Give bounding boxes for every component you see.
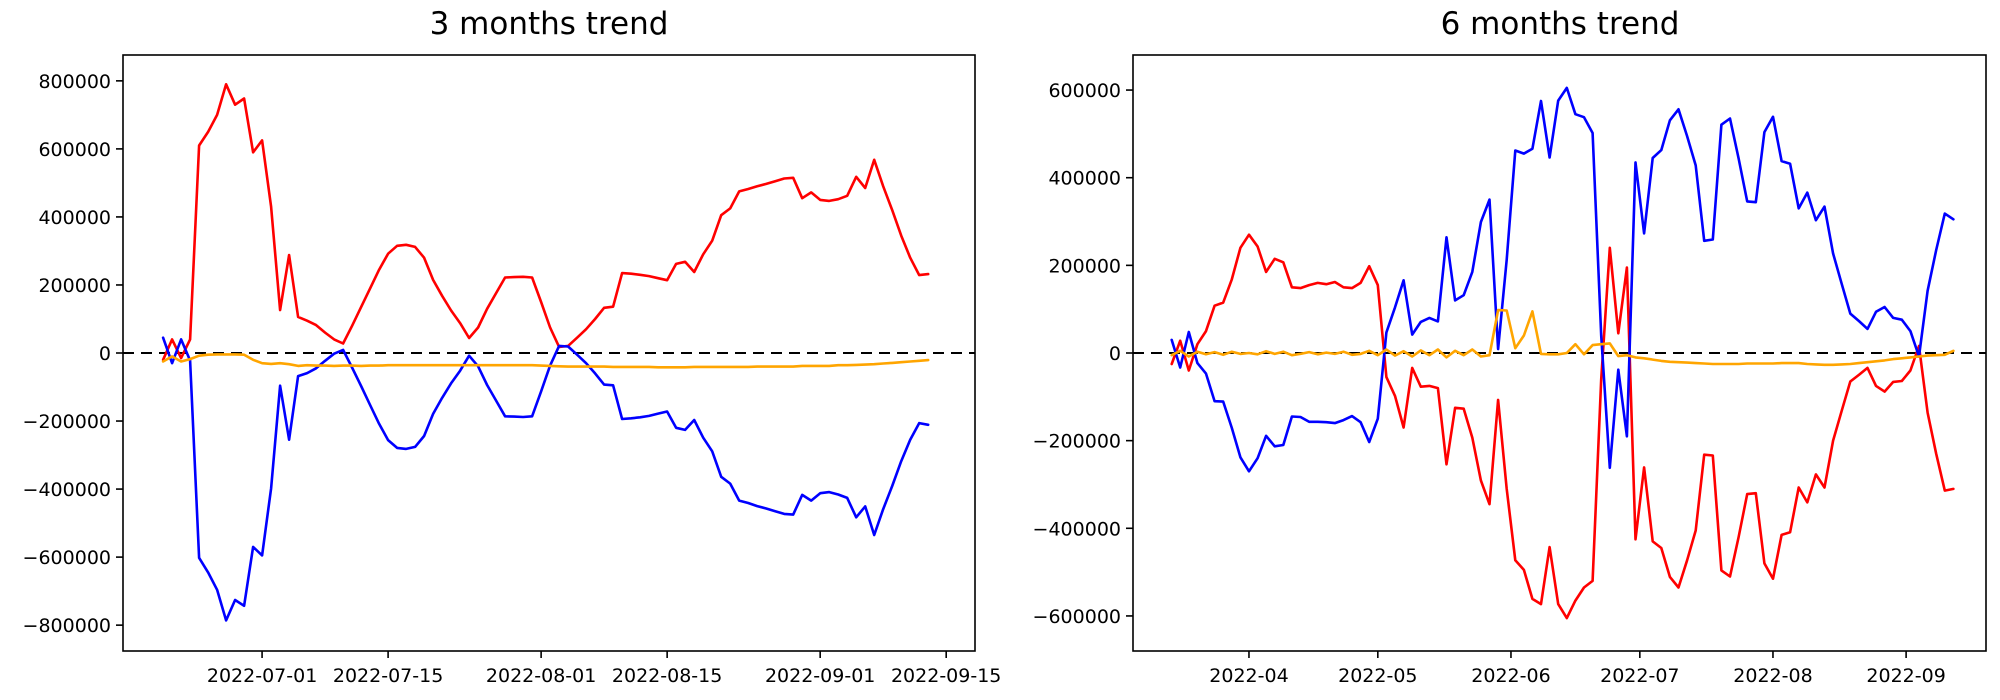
y-tick-label: 400000 bbox=[1048, 168, 1121, 190]
x-tick-label: 2022-04 bbox=[1209, 665, 1288, 687]
y-tick-label: −800000 bbox=[23, 615, 111, 637]
series-blue-line bbox=[161, 336, 930, 622]
y-tick-label: 600000 bbox=[1048, 80, 1121, 102]
x-tick-label: 2022-05 bbox=[1338, 665, 1417, 687]
series-orange-line bbox=[161, 353, 930, 369]
y-tick-label: −400000 bbox=[23, 479, 111, 501]
y-tick-label: 0 bbox=[99, 343, 111, 365]
chart-6-months: 600000 400000 200000 0 −200000 −400000 −600000… bbox=[1033, 54, 1987, 687]
x-tick-label: 2022-09-01 bbox=[765, 665, 875, 687]
x-tick-label: 2022-08-01 bbox=[486, 665, 596, 687]
y-tick-label: 200000 bbox=[1048, 255, 1121, 277]
y-tick-label: 400000 bbox=[38, 207, 111, 229]
x-tick-label: 2022-09 bbox=[1866, 665, 1945, 687]
y-tick-label: 600000 bbox=[38, 139, 111, 161]
y-tick-label: −600000 bbox=[1033, 606, 1121, 628]
y-tick-label: −400000 bbox=[1033, 518, 1121, 540]
x-tick-label: 2022-07-15 bbox=[333, 665, 443, 687]
y-tick-label: 0 bbox=[1109, 343, 1121, 365]
y-tick-label: −200000 bbox=[1033, 431, 1121, 453]
chart-title-3-months: 3 months trend bbox=[429, 6, 669, 42]
x-tick-label: 2022-07-01 bbox=[207, 665, 317, 687]
x-tick-label: 2022-09-15 bbox=[891, 665, 1001, 687]
chart-3-months: 800000 600000 400000 200000 0 −200000 −400000 −… bbox=[23, 54, 1001, 687]
y-tick-label: 200000 bbox=[38, 275, 111, 297]
series-orange-line bbox=[1170, 308, 1955, 367]
series-blue-line bbox=[1170, 86, 1955, 473]
chart-title-6-months: 6 months trend bbox=[1440, 6, 1680, 42]
x-tick-label: 2022-08-15 bbox=[612, 665, 722, 687]
y-tick-label: −200000 bbox=[23, 411, 111, 433]
x-tick-label: 2022-08 bbox=[1733, 665, 1812, 687]
y-tick-label: −600000 bbox=[23, 547, 111, 569]
series-red-line bbox=[161, 83, 930, 362]
series-red-line bbox=[1170, 233, 1955, 620]
x-tick-label: 2022-06 bbox=[1471, 665, 1550, 687]
x-tick-label: 2022-07 bbox=[1600, 665, 1679, 687]
y-tick-label: 800000 bbox=[38, 71, 111, 93]
